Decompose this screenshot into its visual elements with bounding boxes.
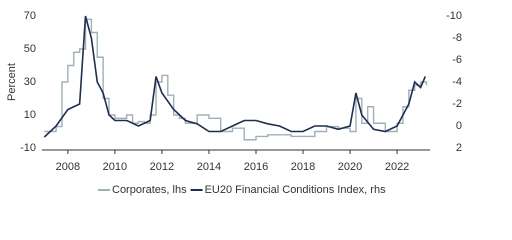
y2-tick-label: 0 xyxy=(456,120,462,132)
y2-tick-label: -6 xyxy=(452,54,462,66)
y2-tick-label: -10 xyxy=(446,10,462,22)
x-tick-label: 2012 xyxy=(150,161,174,173)
x-tick-label: 2018 xyxy=(291,161,315,173)
y-tick-label: 70 xyxy=(24,10,36,22)
legend-label: Corporates, lhs xyxy=(112,184,187,196)
x-tick-label: 2016 xyxy=(244,161,268,173)
x-tick-label: 2020 xyxy=(338,161,362,173)
series-line xyxy=(44,18,428,141)
x-tick-label: 2022 xyxy=(385,161,409,173)
y2-tick-label: 2 xyxy=(456,142,462,154)
y2-tick-label: -4 xyxy=(452,76,462,88)
y-tick-label: 50 xyxy=(24,43,36,55)
x-tick-label: 2010 xyxy=(103,161,127,173)
x-tick-label: 2008 xyxy=(56,161,80,173)
y-tick-label: 30 xyxy=(24,76,36,88)
y-axis-label: Percent xyxy=(6,63,18,101)
chart: Percent -10 10 30 50 70 -10 -8 -6 -4 -2 0 2 2008 2010… xyxy=(6,10,462,196)
y-tick-label: -10 xyxy=(20,142,36,154)
legend-label: EU20 Financial Conditions Index, rhs xyxy=(205,184,386,196)
series-line xyxy=(43,15,427,138)
y2-tick-label: -2 xyxy=(452,98,462,110)
y-tick-label: 10 xyxy=(24,109,36,121)
x-tick-label: 2014 xyxy=(197,161,221,173)
y2-tick-label: -8 xyxy=(452,32,462,44)
